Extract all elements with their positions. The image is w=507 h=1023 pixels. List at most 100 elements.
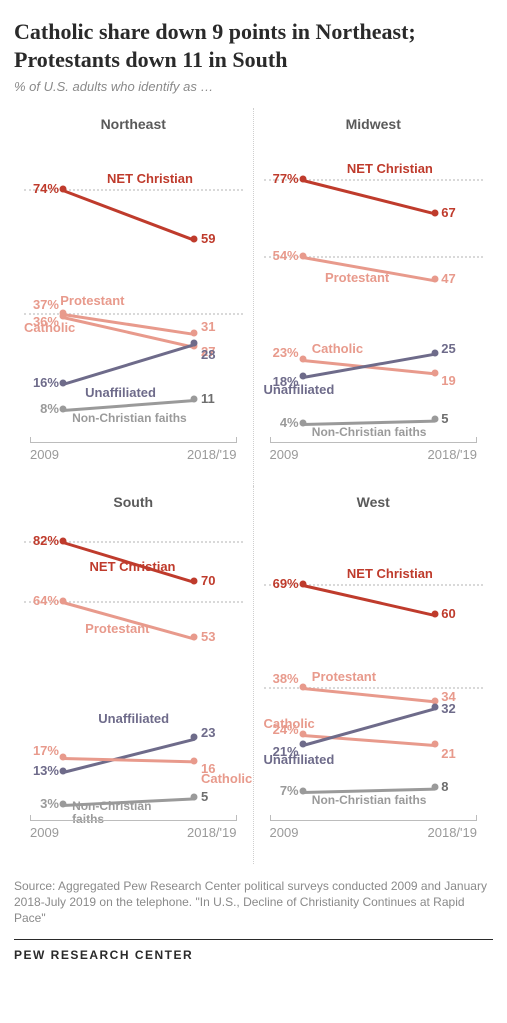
x-axis: 2009 2018/'19 — [270, 820, 478, 840]
panel-title: West — [260, 494, 488, 510]
marker-non_christian-end — [431, 784, 438, 791]
val-catholic-end: 21 — [441, 746, 455, 761]
x-axis: 2009 2018/'19 — [30, 820, 237, 840]
val-net_christian-end: 67 — [441, 205, 455, 220]
panel-northeast: Northeast74%59NET Christian37%31Protesta… — [14, 108, 254, 486]
panel-title: Midwest — [260, 116, 488, 132]
val-non_christian-end: 11 — [201, 391, 215, 406]
x-axis: 2009 2018/'19 — [270, 442, 478, 462]
plot-area: 74%59NET Christian37%31Protestant36%27Ca… — [24, 136, 243, 436]
marker-unaffiliated-end — [431, 704, 438, 711]
marker-catholic-end — [191, 757, 198, 764]
marker-non_christian-end — [431, 416, 438, 423]
val-non_christian-start: 8% — [40, 401, 59, 416]
marker-non_christian-end — [191, 794, 198, 801]
x-tick: 2009 — [30, 447, 59, 462]
label-non_christian: Non-Christian faiths — [72, 411, 187, 425]
label-net_christian: NET Christian — [347, 161, 433, 176]
series-unaffiliated — [63, 343, 196, 386]
val-protestant-end: 53 — [201, 629, 215, 644]
marker-unaffiliated-start — [300, 741, 307, 748]
x-tick: 2009 — [270, 447, 299, 462]
x-tick: 2018/'19 — [428, 825, 477, 840]
marker-protestant-end — [431, 276, 438, 283]
marker-net_christian-start — [60, 186, 67, 193]
marker-unaffiliated-start — [60, 379, 67, 386]
label-unaffiliated: Unaffiliated — [264, 382, 335, 397]
val-non_christian-end: 5 — [441, 411, 448, 426]
x-tick: 2018/'19 — [187, 825, 236, 840]
panel-west: West69%60NET Christian38%34Protestant24%… — [254, 486, 494, 864]
val-net_christian-start: 74% — [33, 181, 59, 196]
series-unaffiliated — [303, 353, 436, 379]
chart-subtitle: % of U.S. adults who identify as … — [14, 79, 493, 94]
panel-south: South82%70NET Christian64%53Protestant13… — [14, 486, 254, 864]
plot-area: 82%70NET Christian64%53Protestant13%23Un… — [24, 514, 243, 814]
source-text: Source: Aggregated Pew Research Center p… — [14, 878, 493, 927]
series-net_christian — [303, 179, 436, 215]
label-catholic: Catholic — [312, 341, 363, 356]
marker-net_christian-start — [300, 581, 307, 588]
marker-catholic-end — [431, 741, 438, 748]
marker-non_christian-start — [60, 801, 67, 808]
marker-catholic-start — [300, 731, 307, 738]
label-unaffiliated: Unaffiliated — [85, 385, 156, 400]
label-unaffiliated: Unaffiliated — [98, 711, 169, 726]
marker-protestant-start — [300, 253, 307, 260]
val-unaffiliated-start: 13% — [33, 763, 59, 778]
val-unaffiliated-end: 28 — [201, 347, 215, 362]
label-net_christian: NET Christian — [90, 559, 176, 574]
marker-protestant-end — [191, 634, 198, 641]
val-catholic-end: 19 — [441, 373, 455, 388]
logo-text: PEW RESEARCH CENTER — [14, 939, 493, 962]
val-non_christian-start: 3% — [40, 796, 59, 811]
val-non_christian-start: 4% — [280, 415, 299, 430]
panel-title: South — [20, 494, 247, 510]
plot-area: 77%67NET Christian54%47Protestant23%19Ca… — [264, 136, 484, 436]
marker-non_christian-start — [60, 406, 67, 413]
val-catholic-start: 17% — [33, 743, 59, 758]
val-non_christian-end: 5 — [201, 789, 208, 804]
label-net_christian: NET Christian — [347, 566, 433, 581]
marker-catholic-start — [60, 754, 67, 761]
series-protestant — [303, 687, 435, 703]
marker-unaffiliated-end — [191, 339, 198, 346]
val-non_christian-end: 8 — [441, 779, 448, 794]
x-tick: 2009 — [270, 825, 299, 840]
val-protestant-end: 31 — [201, 319, 215, 334]
label-net_christian: NET Christian — [107, 171, 193, 186]
val-protestant-start: 54% — [273, 248, 299, 263]
val-protestant-start: 38% — [273, 671, 299, 686]
val-net_christian-end: 60 — [441, 606, 455, 621]
series-catholic — [63, 757, 195, 763]
val-net_christian-start: 77% — [273, 171, 299, 186]
marker-catholic-end — [431, 369, 438, 376]
marker-net_christian-end — [431, 209, 438, 216]
marker-protestant-start — [60, 597, 67, 604]
label-protestant: Protestant — [312, 669, 376, 684]
label-non_christian: Non-Christian faiths — [312, 793, 427, 807]
label-catholic: Catholic — [201, 771, 252, 786]
marker-unaffiliated-end — [431, 349, 438, 356]
marker-non_christian-start — [300, 419, 307, 426]
val-unaffiliated-start: 16% — [33, 375, 59, 390]
val-catholic-start: 23% — [273, 345, 299, 360]
val-protestant-end: 47 — [441, 271, 455, 286]
marker-protestant-start — [300, 684, 307, 691]
x-tick: 2018/'19 — [428, 447, 477, 462]
marker-non_christian-end — [191, 396, 198, 403]
val-protestant-start: 64% — [33, 593, 59, 608]
x-axis: 20092018/'19 — [30, 442, 237, 462]
chart-title: Catholic share down 9 points in Northeas… — [14, 18, 493, 73]
label-protestant: Protestant — [325, 270, 389, 285]
marker-net_christian-start — [300, 176, 307, 183]
series-unaffiliated — [63, 737, 196, 773]
val-unaffiliated-end: 32 — [441, 701, 455, 716]
marker-catholic-start — [60, 313, 67, 320]
x-tick: 2009 — [30, 825, 59, 840]
marker-non_christian-start — [300, 787, 307, 794]
marker-unaffiliated-start — [300, 373, 307, 380]
label-protestant: Protestant — [60, 293, 124, 308]
label-catholic: Catholic — [264, 716, 315, 731]
marker-net_christian-end — [191, 236, 198, 243]
